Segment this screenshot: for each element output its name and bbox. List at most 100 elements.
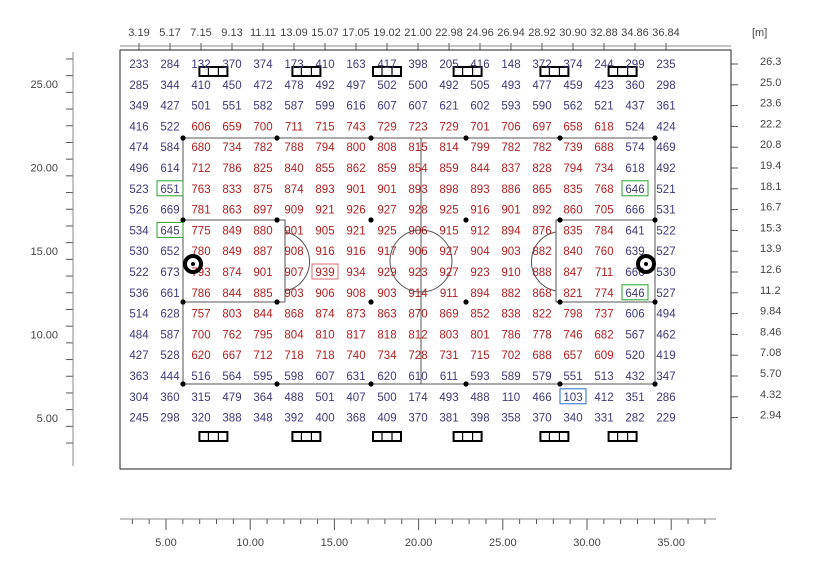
right-tick-label: 18.1: [760, 181, 781, 193]
top-tick-label: 30.90: [559, 27, 587, 39]
grid-value: 286: [656, 392, 675, 404]
grid-value: 760: [594, 246, 613, 258]
grid-value: 849: [222, 246, 241, 258]
grid-value: 527: [656, 246, 675, 258]
grid-value: 927: [439, 246, 458, 258]
grid-value: 534: [129, 225, 149, 237]
grid-value: 739: [563, 142, 582, 154]
grid-value: 574: [625, 142, 645, 154]
grid-value: 474: [129, 142, 149, 154]
grid-value: 651: [160, 184, 179, 196]
grid-value: 521: [594, 101, 613, 113]
court-dots: [180, 135, 658, 387]
grid-value: 493: [501, 80, 520, 92]
highlight-box: [156, 221, 184, 238]
luminaire-symbol: [607, 431, 638, 442]
grid-value: 734: [377, 350, 397, 362]
grid-value: 567: [625, 329, 644, 341]
highlight-box: [311, 263, 339, 280]
grid-value: 800: [346, 142, 365, 154]
right-tick-label: 11.2: [760, 285, 781, 297]
grid-value: 798: [563, 309, 582, 321]
right-tick-label: 5.70: [760, 368, 781, 380]
grid-value: 782: [253, 142, 272, 154]
grid-value: 847: [563, 267, 582, 279]
grid-value: 361: [656, 101, 675, 113]
left-axis: 25.00 20.00 15.00 10.00 5.00: [30, 52, 74, 466]
grid-value: 909: [284, 205, 303, 217]
top-tick-label: 24.96: [466, 27, 494, 39]
top-tick-label: 11.11: [250, 27, 276, 39]
court-dot: [463, 217, 469, 223]
grid-value: 729: [377, 121, 396, 133]
luminaires: [198, 66, 638, 442]
grid-value: 628: [160, 309, 179, 321]
grid-value: 598: [284, 371, 303, 383]
grid-value: 602: [470, 101, 489, 113]
grid-value: 859: [439, 163, 458, 175]
luminaire-symbol: [539, 431, 570, 442]
grid-value: 901: [377, 184, 396, 196]
court-dot: [652, 381, 658, 387]
grid-value: 882: [501, 288, 520, 300]
grid-value: 497: [346, 80, 365, 92]
luminaire-symbol: [452, 66, 483, 77]
grid-value: 673: [160, 267, 179, 279]
court-dot: [368, 135, 374, 141]
grid-value: 424: [656, 121, 676, 133]
grid-value: 520: [625, 350, 644, 362]
grid-value: 821: [563, 288, 582, 300]
grid-value: 729: [439, 121, 458, 133]
grid-value: 917: [377, 246, 396, 258]
grid-value: 427: [160, 101, 179, 113]
grid-value: 782: [501, 142, 520, 154]
grid-value: 358: [501, 413, 520, 425]
grid-value: 887: [253, 246, 272, 258]
grid-value: 609: [594, 350, 613, 362]
grid-value: 174: [408, 392, 428, 404]
top-tick-label: 3.19: [128, 27, 149, 39]
grid-value: 524: [625, 121, 645, 133]
grid-value: 734: [594, 163, 614, 175]
grid-value: 348: [253, 413, 272, 425]
grid-value: 505: [470, 80, 489, 92]
grid-value: 762: [222, 329, 241, 341]
grid-value: 910: [501, 267, 520, 279]
grid-value: 432: [625, 371, 644, 383]
grid-value: 778: [532, 329, 551, 341]
grid-value: 893: [408, 184, 427, 196]
grid-value: 472: [253, 80, 272, 92]
grid-value: 893: [315, 184, 334, 196]
grid-value: 912: [470, 225, 489, 237]
grid-value: 530: [656, 267, 675, 279]
grid-value: 502: [377, 80, 396, 92]
grid-value: 606: [625, 309, 644, 321]
grid-value: 925: [439, 205, 458, 217]
grid-value: 477: [532, 80, 551, 92]
left-tick-label: 5.00: [37, 413, 58, 425]
highlight-box: [559, 388, 587, 405]
left-tick-label: 10.00: [30, 330, 58, 342]
grid-value: 844: [222, 288, 242, 300]
grid-value: 488: [284, 392, 303, 404]
highlight-box: [156, 180, 184, 197]
grid-value: 370: [532, 413, 551, 425]
left-goal-marker-core: [191, 262, 195, 266]
grid-value: 784: [594, 225, 614, 237]
grid-value: 705: [594, 205, 613, 217]
grid-value: 914: [408, 288, 428, 300]
right-tick-label: 20.8: [760, 139, 781, 151]
grid-value: 531: [656, 205, 675, 217]
grid-value: 657: [563, 350, 582, 362]
grid-value: 233: [129, 59, 148, 71]
grid-value: 929: [377, 267, 396, 279]
grid-value: 818: [377, 329, 396, 341]
grid-value: 492: [315, 80, 334, 92]
left-goal-marker: [183, 254, 203, 274]
court-dot: [463, 299, 469, 305]
grid-value: 803: [439, 329, 458, 341]
grid-value: 620: [191, 350, 210, 362]
grid-value: 701: [470, 121, 489, 133]
left-penalty-arc: [284, 231, 310, 292]
top-tick-label: 22.98: [435, 27, 463, 39]
